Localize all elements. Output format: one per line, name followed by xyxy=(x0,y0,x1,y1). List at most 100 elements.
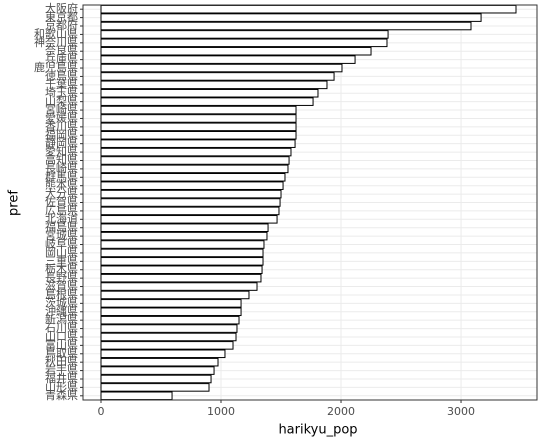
bar xyxy=(100,349,226,359)
y-tick-label: 群馬県 xyxy=(45,169,78,183)
bar xyxy=(100,72,335,81)
x-tick-label: 2000 xyxy=(327,405,355,418)
bar xyxy=(100,391,173,401)
bar xyxy=(100,122,297,132)
bar xyxy=(100,130,297,140)
bar xyxy=(100,55,356,64)
y-tick-label: 京都府 xyxy=(45,18,78,32)
bar xyxy=(100,315,240,325)
y-tick-label: 埼玉県 xyxy=(45,85,78,99)
bar xyxy=(100,88,319,98)
y-tick-label: 青森県 xyxy=(45,388,78,402)
bar xyxy=(100,80,328,90)
bar xyxy=(100,332,237,342)
y-tick-label: 福島県 xyxy=(45,220,78,234)
y-tick-label: 高知県 xyxy=(45,152,78,166)
y-tick-label: 東京都 xyxy=(45,10,78,24)
bar xyxy=(100,30,389,39)
y-tick-label: 岩手県 xyxy=(45,363,78,377)
y-tick-label: 神奈川県 xyxy=(34,35,78,49)
bar xyxy=(100,383,210,392)
bar xyxy=(100,198,281,207)
bar xyxy=(100,265,263,275)
bar xyxy=(100,156,290,165)
y-tick-label: 和歌山県 xyxy=(34,26,78,40)
bar xyxy=(100,147,292,157)
y-tick-label: 大阪府 xyxy=(45,1,78,15)
y-tick-label: 岐阜県 xyxy=(45,238,78,251)
bar xyxy=(100,21,472,31)
panel-border xyxy=(82,4,538,401)
y-tick-label: 徳島県 xyxy=(45,68,78,82)
y-tick-label: 北海道 xyxy=(45,211,78,225)
y-tick-label: 香川県 xyxy=(45,120,78,133)
bar xyxy=(100,4,517,14)
y-tick-label: 宮崎県 xyxy=(45,102,78,116)
bar xyxy=(100,366,215,375)
bar xyxy=(100,299,242,308)
y-tick-label: 愛媛県 xyxy=(45,110,78,124)
y-tick-label: 沖縄県 xyxy=(45,304,78,318)
x-tick-label: 0 xyxy=(98,405,105,418)
bar xyxy=(100,374,212,384)
y-tick-label: 石川県 xyxy=(45,322,78,335)
y-tick-label: 鳥取県 xyxy=(45,346,78,360)
y-tick-label: 鹿児島県 xyxy=(34,60,78,74)
y-tick-label: 宮城県 xyxy=(45,228,78,242)
y-tick-label: 秋田県 xyxy=(45,354,78,368)
y-tick-label: 長崎県 xyxy=(45,161,78,175)
bar xyxy=(100,290,250,300)
y-tick-label: 愛知県 xyxy=(45,144,78,158)
bar xyxy=(100,181,284,190)
bar xyxy=(100,307,242,317)
bar xyxy=(100,223,269,232)
y-tick-label: 奈良県 xyxy=(45,43,78,57)
bar xyxy=(100,273,262,283)
y-tick-label: 富山県 xyxy=(45,337,78,351)
x-tick-label: 1000 xyxy=(207,405,235,418)
y-tick-label: 長野県 xyxy=(45,271,78,284)
y-tick-label: 福岡県 xyxy=(45,127,78,141)
bar xyxy=(100,231,268,241)
y-tick-label: 静岡県 xyxy=(45,136,78,150)
y-axis-label: pref xyxy=(7,190,22,216)
bar xyxy=(100,189,282,199)
bar xyxy=(100,13,482,22)
y-tick-label: 茨城県 xyxy=(45,295,78,309)
bar xyxy=(100,63,343,73)
bar xyxy=(100,357,219,367)
y-tick-label: 島根県 xyxy=(45,287,78,301)
y-tick-label: 大分県 xyxy=(45,186,78,200)
bar xyxy=(100,173,286,182)
bar xyxy=(100,282,258,291)
y-tick-label: 山梨県 xyxy=(45,94,78,108)
bar xyxy=(100,257,264,266)
y-tick-label: 山形県 xyxy=(45,380,78,393)
bar xyxy=(100,240,265,249)
bar xyxy=(100,46,372,56)
bar xyxy=(100,324,238,333)
y-tick-label: 三重県 xyxy=(45,253,78,267)
bar xyxy=(100,341,234,350)
bar xyxy=(100,164,289,174)
bar xyxy=(100,206,280,216)
y-tick-label: 広島県 xyxy=(45,203,78,217)
y-tick-label: 千葉県 xyxy=(45,77,78,91)
y-tick-label: 栃木県 xyxy=(45,262,78,276)
bar xyxy=(100,139,296,148)
y-tick-label: 新潟県 xyxy=(45,312,78,326)
bar xyxy=(100,248,264,258)
bar xyxy=(100,38,388,48)
y-tick-label: 岡山県 xyxy=(45,246,78,259)
x-axis-label: harikyu_pop xyxy=(278,423,357,438)
bar xyxy=(100,97,314,106)
y-tick-label: 佐賀県 xyxy=(45,195,78,209)
y-tick-label: 滋賀県 xyxy=(45,280,78,293)
y-tick-label: 熊本県 xyxy=(45,178,78,192)
bar xyxy=(100,105,297,115)
y-tick-label: 兵庫県 xyxy=(45,52,78,66)
x-tick-label: 3000 xyxy=(447,405,475,418)
bar xyxy=(100,215,278,224)
y-tick-label: 山口県 xyxy=(45,330,78,343)
